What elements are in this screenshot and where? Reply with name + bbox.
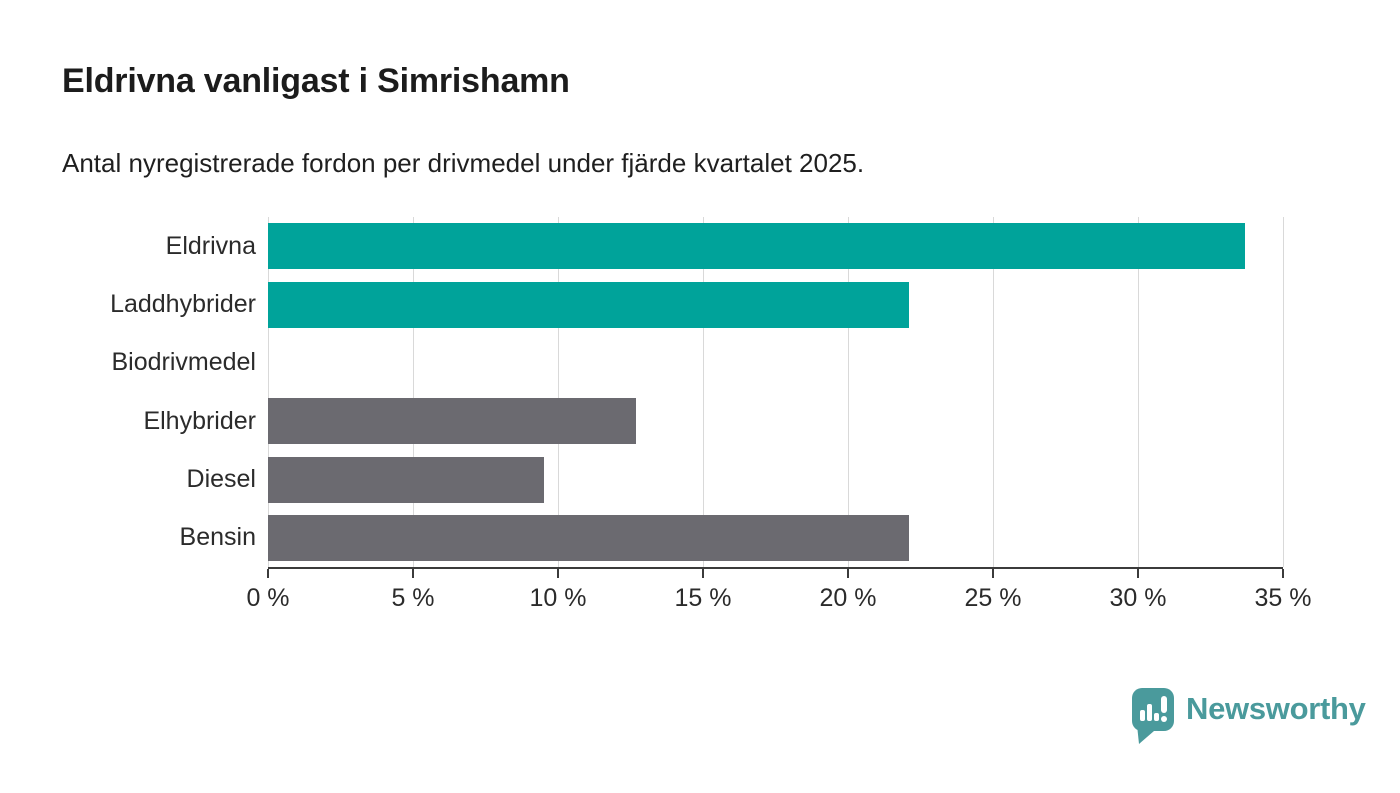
x-axis-tick-label: 5 % — [391, 584, 435, 612]
gridline — [558, 217, 559, 567]
category-axis-labels: Eldrivna Laddhybrider Biodrivmedel Elhybrid… — [0, 217, 256, 567]
x-axis-tick-label: 15 % — [674, 584, 732, 612]
category-label-biodrivmedel: Biodrivmedel — [111, 348, 256, 377]
gridline — [1283, 217, 1284, 567]
gridline — [1138, 217, 1139, 567]
x-axis-tick-label: 10 % — [529, 584, 587, 612]
x-axis-tick-label: 0 % — [246, 584, 290, 612]
gridline — [993, 217, 994, 567]
bar-eldrivna — [268, 223, 1246, 270]
x-axis-tick-label: 30 % — [1109, 584, 1167, 612]
newsworthy-pin-barchart-icon — [1131, 687, 1175, 745]
x-axis-tick — [847, 569, 849, 578]
newsworthy-logo-text: Newsworthy — [1186, 691, 1366, 726]
x-axis-tick-labels: 0 % 5 % 10 % 15 % 20 % 25 % 30 % 35 % — [246, 584, 1311, 616]
x-axis-tick — [557, 569, 559, 578]
chart-subtitle: Antal nyregistrerade fordon per drivmede… — [62, 148, 865, 178]
x-axis-tick-label: 25 % — [964, 584, 1022, 612]
x-axis-tick — [1282, 569, 1284, 578]
bar-laddhybrider — [268, 281, 909, 328]
bar-elhybrider — [268, 398, 637, 445]
category-label-elhybrider: Elhybrider — [143, 406, 256, 435]
chart-title: Eldrivna vanligast i Simrishamn — [62, 62, 570, 100]
bar-bensin — [268, 514, 909, 561]
x-axis-tick — [1137, 569, 1139, 578]
plot-area — [268, 217, 1284, 569]
gridline — [413, 217, 414, 567]
x-axis-tick — [992, 569, 994, 578]
x-axis-tick — [267, 569, 269, 578]
x-axis-tick — [412, 569, 414, 578]
gridline — [268, 217, 269, 567]
category-label-eldrivna: Eldrivna — [165, 231, 256, 260]
category-label-laddhybrider: Laddhybrider — [110, 289, 256, 318]
category-label-bensin: Bensin — [179, 523, 256, 552]
gridline — [848, 217, 849, 567]
gridline — [703, 217, 704, 567]
x-axis-tick — [702, 569, 704, 578]
newsworthy-logo: Newsworthy — [1131, 687, 1366, 745]
x-axis-tick-label: 20 % — [819, 584, 877, 612]
x-axis-tick-label: 35 % — [1254, 584, 1312, 612]
x-axis-ticks — [267, 569, 1284, 579]
bar-diesel — [268, 456, 544, 503]
category-label-diesel: Diesel — [186, 464, 256, 493]
